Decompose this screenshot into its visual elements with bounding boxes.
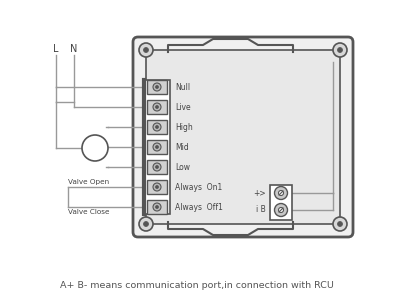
Circle shape (153, 83, 161, 91)
Text: L: L (53, 44, 59, 54)
Circle shape (153, 203, 161, 211)
Circle shape (275, 203, 288, 217)
Text: Mid: Mid (175, 143, 189, 151)
Circle shape (153, 143, 161, 151)
Circle shape (156, 85, 158, 88)
Circle shape (139, 43, 153, 57)
Circle shape (275, 186, 288, 200)
Text: Fan: Fan (88, 144, 102, 152)
Text: Low: Low (175, 162, 190, 171)
Text: Null: Null (175, 83, 190, 91)
Bar (147, 160, 167, 174)
Text: A+ B- means communication port,in connection with RCU: A+ B- means communication port,in connec… (60, 281, 334, 289)
Circle shape (333, 43, 347, 57)
Circle shape (139, 217, 153, 231)
Circle shape (156, 185, 158, 188)
Bar (147, 100, 167, 114)
Circle shape (82, 135, 108, 161)
Bar (144, 80, 170, 214)
Bar (147, 140, 167, 154)
Text: High: High (175, 122, 193, 132)
FancyBboxPatch shape (146, 50, 340, 224)
Bar (147, 180, 167, 194)
Bar (270, 185, 292, 220)
Circle shape (153, 123, 161, 131)
Text: Valve Close: Valve Close (68, 209, 110, 215)
Circle shape (153, 183, 161, 191)
Circle shape (333, 217, 347, 231)
Circle shape (143, 47, 149, 53)
Circle shape (143, 222, 149, 226)
Circle shape (156, 125, 158, 129)
Circle shape (279, 191, 284, 196)
Text: i B: i B (256, 206, 266, 215)
Circle shape (156, 206, 158, 208)
Circle shape (279, 207, 284, 212)
Text: Live: Live (175, 103, 191, 111)
Text: Valve Open: Valve Open (68, 179, 109, 185)
Text: Always  On1: Always On1 (175, 182, 222, 192)
Circle shape (338, 47, 342, 53)
FancyBboxPatch shape (133, 37, 353, 237)
Circle shape (338, 222, 342, 226)
Text: Always  Off1: Always Off1 (175, 203, 223, 211)
Circle shape (153, 103, 161, 111)
Circle shape (156, 166, 158, 169)
Circle shape (156, 106, 158, 109)
Circle shape (153, 163, 161, 171)
Text: N: N (70, 44, 78, 54)
Bar (147, 120, 167, 134)
Bar (147, 200, 167, 214)
Circle shape (156, 145, 158, 148)
Text: +>: +> (253, 188, 266, 197)
Bar (147, 80, 167, 94)
